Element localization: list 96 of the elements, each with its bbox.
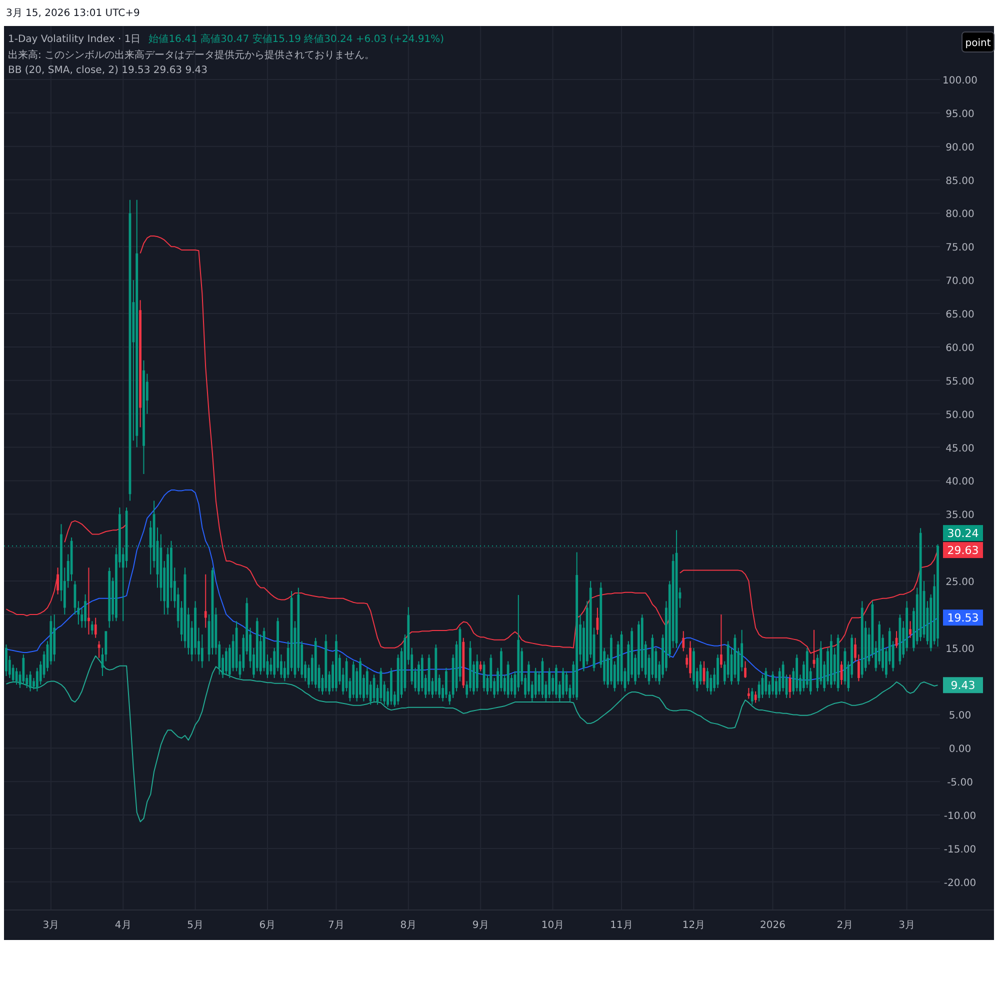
y-tick-label: 5.00 xyxy=(948,710,972,722)
y-tick-label: 0.00 xyxy=(948,744,972,756)
candlestick xyxy=(764,668,768,695)
chart-subtitle: 始値16.41 高値30.47 安値15.19 終値30.24 +6.03 (+24.91%) xyxy=(148,33,444,45)
candlestick xyxy=(534,668,537,698)
x-tick-label: 10月 xyxy=(541,920,564,931)
annotation: 9.43 xyxy=(950,679,976,692)
candlestick xyxy=(88,568,90,634)
candlestick xyxy=(500,648,502,692)
candlestick xyxy=(53,614,56,662)
candlestick xyxy=(380,668,382,702)
text: point xyxy=(965,38,991,49)
candlestick xyxy=(29,671,32,692)
candlestick xyxy=(139,300,142,428)
candlestick xyxy=(462,638,465,688)
annotation: 29.63 xyxy=(947,544,979,558)
y-tick-label: 55.00 xyxy=(946,376,974,388)
candlestick xyxy=(830,634,832,688)
candlestick xyxy=(689,641,692,678)
x-tick-label: 9月 xyxy=(472,920,489,931)
annotation: BB (20, SMA, close, 2) 19.53 29.63 9.43 xyxy=(8,65,208,76)
candlestick xyxy=(796,654,798,692)
y-tick-label: 60.00 xyxy=(946,342,974,354)
y-tick-label: 70.00 xyxy=(946,276,974,288)
candlestick xyxy=(720,614,722,668)
candlestick xyxy=(748,688,750,699)
candlestick xyxy=(548,668,551,698)
x-tick-label: 8月 xyxy=(400,920,417,931)
text: 3月 15, 2026 13:01 UTC+9 xyxy=(6,8,140,19)
y-tick-label: 90.00 xyxy=(946,142,974,154)
annotation: 出来高: このシンボルの出来高データはデータ提供元から提供されておりません。 xyxy=(8,49,375,61)
candlestick xyxy=(314,638,317,688)
y-tick-label: 75.00 xyxy=(946,242,974,254)
candlestick xyxy=(754,691,757,703)
y-tick-label: 65.00 xyxy=(946,310,974,321)
candlestick xyxy=(506,661,510,698)
y-tick-label: 45.00 xyxy=(946,443,974,454)
candlestick xyxy=(860,601,864,678)
candlestick xyxy=(772,671,774,695)
x-tick-label: 6月 xyxy=(259,920,276,931)
line-series xyxy=(6,490,938,680)
candlestick xyxy=(98,641,100,658)
candlestick xyxy=(744,661,746,678)
candlestick xyxy=(352,661,355,698)
candlestick xyxy=(90,621,94,634)
candlestick xyxy=(204,574,207,628)
x-tick-label: 2月 xyxy=(836,920,854,931)
candlestick xyxy=(576,552,578,700)
y-tick-label: 85.00 xyxy=(946,176,974,187)
candlestick xyxy=(562,668,564,698)
x-tick-label: 5月 xyxy=(187,920,204,931)
candlestick xyxy=(94,618,97,638)
candlestick xyxy=(225,648,228,675)
y-tick-label: 80.00 xyxy=(946,209,974,220)
candlestick xyxy=(5,644,8,676)
candlestick xyxy=(142,360,145,474)
x-tick-label: 4月 xyxy=(114,920,132,931)
x-tick-label: 7月 xyxy=(328,920,344,931)
candlestick xyxy=(682,631,685,652)
x-tick-label: 2026 xyxy=(760,920,786,931)
candlestick xyxy=(476,654,478,692)
y-tick-label: 15.00 xyxy=(946,644,974,655)
y-tick-label: 40.00 xyxy=(946,476,974,488)
y-tick-label: 95.00 xyxy=(946,108,974,120)
candlestick xyxy=(359,658,362,698)
x-tick-label: 12月 xyxy=(682,920,706,931)
x-tick-label: 3月 xyxy=(42,920,60,931)
y-tick-label: 50.00 xyxy=(946,410,974,421)
ref-line-label: 30.24 xyxy=(947,527,979,540)
line-series xyxy=(6,655,938,822)
annotation: 19.53 xyxy=(947,612,979,625)
x-tick-label: 3月 xyxy=(898,920,916,931)
candlestick xyxy=(836,634,840,692)
candlestick xyxy=(335,634,338,692)
candlestick xyxy=(434,644,438,695)
chart-title: 1-Day Volatility Index · 1日 xyxy=(8,34,141,45)
candlestick xyxy=(56,568,59,594)
y-tick-label: 25.00 xyxy=(946,577,974,588)
y-tick-label: 35.00 xyxy=(946,510,974,522)
candlestick xyxy=(324,634,328,692)
y-tick-label: -5.00 xyxy=(947,778,973,789)
y-tick-label: 100.00 xyxy=(942,75,978,86)
candlestick xyxy=(136,200,138,448)
candlestick xyxy=(479,661,482,672)
candlestick xyxy=(750,688,754,705)
y-tick-label: -15.00 xyxy=(944,844,976,856)
x-tick-label: 11月 xyxy=(610,920,633,931)
y-tick-label: -20.00 xyxy=(944,878,976,889)
candlestick xyxy=(108,568,111,628)
y-tick-label: -10.00 xyxy=(944,811,976,822)
candlestick xyxy=(555,664,558,698)
candlestick xyxy=(716,654,719,688)
candlestick xyxy=(22,654,25,685)
candlestick xyxy=(390,668,392,705)
candlestick xyxy=(909,621,912,638)
candlestick xyxy=(84,594,86,628)
